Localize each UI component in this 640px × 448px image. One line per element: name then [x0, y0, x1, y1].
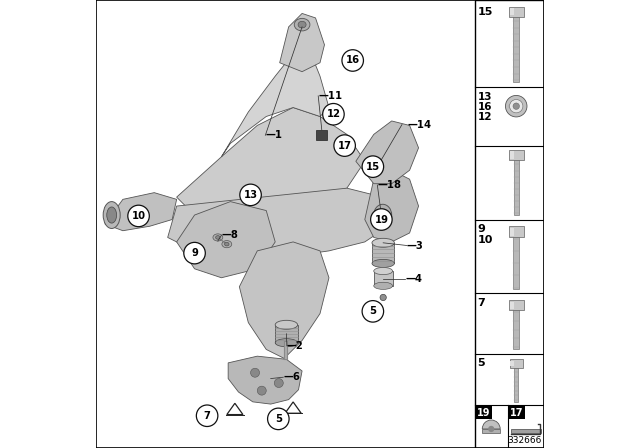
- Ellipse shape: [298, 22, 306, 28]
- Ellipse shape: [374, 282, 392, 289]
- Bar: [509, 151, 514, 159]
- Text: 9: 9: [477, 224, 485, 234]
- Text: 5: 5: [369, 306, 376, 316]
- Ellipse shape: [275, 339, 298, 347]
- Bar: [513, 160, 519, 215]
- Circle shape: [196, 405, 218, 426]
- Text: —11: —11: [318, 91, 342, 101]
- Polygon shape: [177, 108, 365, 215]
- Bar: [509, 7, 524, 17]
- Text: —14: —14: [408, 120, 432, 129]
- Circle shape: [509, 99, 523, 113]
- Bar: [511, 361, 515, 366]
- Text: 7: 7: [204, 411, 211, 421]
- Ellipse shape: [294, 18, 310, 31]
- Bar: [509, 150, 524, 160]
- Bar: [513, 310, 519, 349]
- Circle shape: [362, 301, 383, 322]
- Circle shape: [268, 408, 289, 430]
- Text: —1: —1: [266, 130, 282, 140]
- Polygon shape: [168, 188, 392, 260]
- Polygon shape: [374, 271, 392, 286]
- Polygon shape: [365, 170, 419, 242]
- Bar: [514, 368, 518, 402]
- Text: 16: 16: [477, 102, 492, 112]
- Polygon shape: [239, 242, 329, 358]
- Circle shape: [251, 368, 260, 377]
- Text: —6: —6: [284, 372, 300, 382]
- Ellipse shape: [378, 209, 388, 221]
- Polygon shape: [356, 121, 419, 184]
- Ellipse shape: [374, 204, 392, 226]
- Circle shape: [184, 242, 205, 264]
- Text: 17: 17: [338, 141, 351, 151]
- Circle shape: [275, 379, 284, 388]
- Polygon shape: [372, 243, 394, 263]
- Text: 15: 15: [366, 162, 380, 172]
- Circle shape: [506, 95, 527, 117]
- Polygon shape: [275, 325, 298, 343]
- Polygon shape: [316, 130, 327, 140]
- Ellipse shape: [372, 238, 394, 247]
- Bar: [509, 300, 524, 310]
- Bar: [483, 429, 500, 433]
- Text: 10: 10: [477, 235, 493, 245]
- Circle shape: [362, 156, 383, 177]
- Text: —3: —3: [407, 241, 424, 250]
- Ellipse shape: [107, 207, 116, 223]
- Bar: [511, 429, 541, 433]
- Bar: [509, 226, 524, 237]
- Text: 12: 12: [477, 112, 492, 121]
- Text: 13: 13: [477, 92, 492, 102]
- Bar: [509, 302, 514, 309]
- Text: —18: —18: [378, 180, 401, 190]
- Ellipse shape: [213, 234, 223, 241]
- Circle shape: [128, 205, 149, 227]
- Circle shape: [323, 103, 344, 125]
- Polygon shape: [221, 49, 329, 157]
- Text: —4: —4: [405, 274, 422, 284]
- Bar: [513, 17, 519, 82]
- Text: 9: 9: [191, 248, 198, 258]
- Ellipse shape: [275, 320, 298, 329]
- Text: 12: 12: [326, 109, 340, 119]
- Bar: [513, 237, 520, 289]
- Ellipse shape: [374, 267, 392, 275]
- Polygon shape: [177, 202, 275, 278]
- Ellipse shape: [225, 242, 229, 246]
- Text: 13: 13: [244, 190, 257, 200]
- Circle shape: [513, 103, 520, 109]
- Circle shape: [342, 50, 364, 71]
- Ellipse shape: [372, 259, 394, 267]
- Ellipse shape: [380, 294, 387, 301]
- Bar: [509, 228, 514, 236]
- Text: 332666: 332666: [508, 436, 541, 445]
- Text: 15: 15: [477, 7, 493, 17]
- Text: 17: 17: [509, 408, 523, 418]
- Text: 5: 5: [275, 414, 282, 424]
- Circle shape: [371, 209, 392, 230]
- Ellipse shape: [216, 236, 220, 239]
- Text: 5: 5: [477, 358, 485, 368]
- Bar: [475, 0, 544, 448]
- Circle shape: [240, 184, 261, 206]
- Ellipse shape: [103, 202, 120, 228]
- Polygon shape: [280, 13, 324, 72]
- Circle shape: [488, 426, 494, 432]
- Polygon shape: [105, 193, 177, 231]
- Text: 7: 7: [477, 298, 485, 308]
- Bar: [509, 8, 514, 15]
- Text: —8: —8: [221, 230, 238, 240]
- Wedge shape: [483, 420, 500, 429]
- Circle shape: [257, 386, 266, 395]
- Bar: [509, 359, 523, 368]
- Text: 10: 10: [132, 211, 145, 221]
- Ellipse shape: [222, 241, 232, 248]
- Circle shape: [334, 135, 355, 156]
- Text: —2: —2: [287, 341, 303, 351]
- Polygon shape: [228, 356, 302, 404]
- Text: 19: 19: [477, 408, 491, 418]
- Text: 16: 16: [346, 56, 360, 65]
- Text: 19: 19: [374, 215, 388, 224]
